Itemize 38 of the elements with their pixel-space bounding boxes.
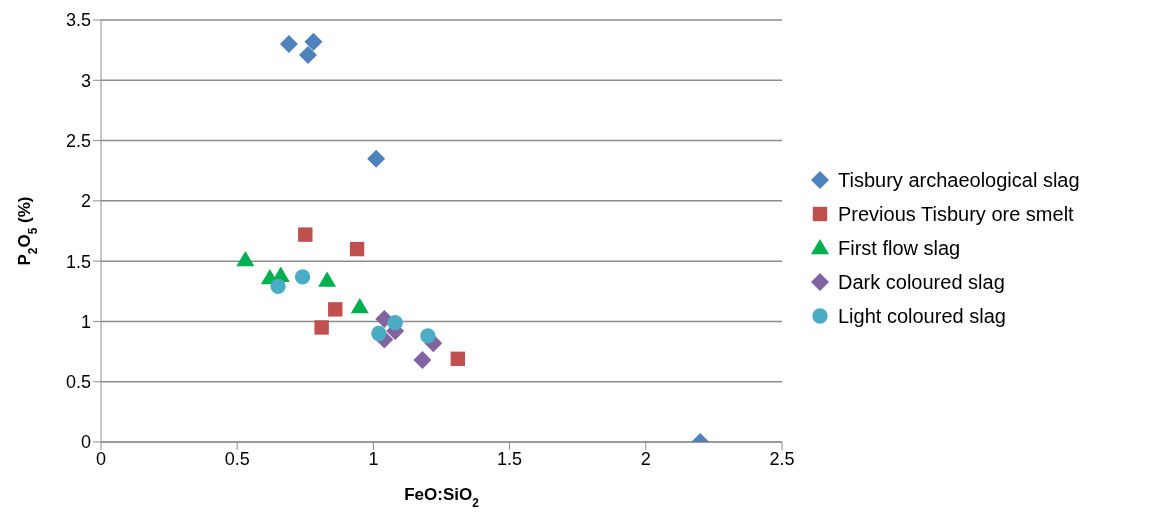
point (298, 227, 313, 242)
x-tick-label: 0 (95, 448, 107, 469)
y-tick-label: 0.5 (65, 372, 91, 393)
legend-label: Tisbury archaeological slag (838, 168, 1080, 192)
x-tick-label: 2 (640, 448, 651, 469)
point (350, 297, 369, 314)
y-tick-label: 1 (80, 311, 91, 332)
point (318, 271, 337, 287)
point (304, 32, 323, 51)
point (371, 325, 387, 342)
point (299, 45, 318, 64)
point (279, 35, 298, 54)
point (349, 241, 365, 257)
x-tick-label: 1.5 (497, 448, 523, 469)
x-axis-title: FeO:SiO$_{2}$ (404, 485, 480, 510)
point (387, 314, 403, 331)
point (420, 328, 436, 344)
point (450, 351, 466, 367)
point (413, 351, 432, 370)
y-tick-label: 2 (80, 191, 91, 212)
x-tick-label: 1 (368, 448, 379, 469)
point (314, 320, 329, 335)
legend-label: Dark coloured slag (838, 270, 1005, 294)
point (270, 278, 286, 295)
x-tick-label: 2.5 (769, 448, 795, 469)
y-tick-label: 2.5 (65, 130, 91, 151)
y-tick-label: 3 (80, 70, 91, 91)
legend-label: First flow slag (838, 236, 961, 260)
y-tick-label: 0 (80, 432, 91, 453)
y-tick-label: 1.5 (65, 251, 91, 272)
point (236, 250, 255, 267)
point (367, 149, 386, 168)
point (294, 269, 311, 285)
point (328, 302, 343, 317)
y-tick-label: 3.5 (65, 10, 91, 31)
legend-label: Light coloured slag (838, 304, 1006, 328)
x-tick-label: 0.5 (224, 448, 250, 469)
legend-label: Previous Tisbury ore smelt (838, 202, 1074, 226)
